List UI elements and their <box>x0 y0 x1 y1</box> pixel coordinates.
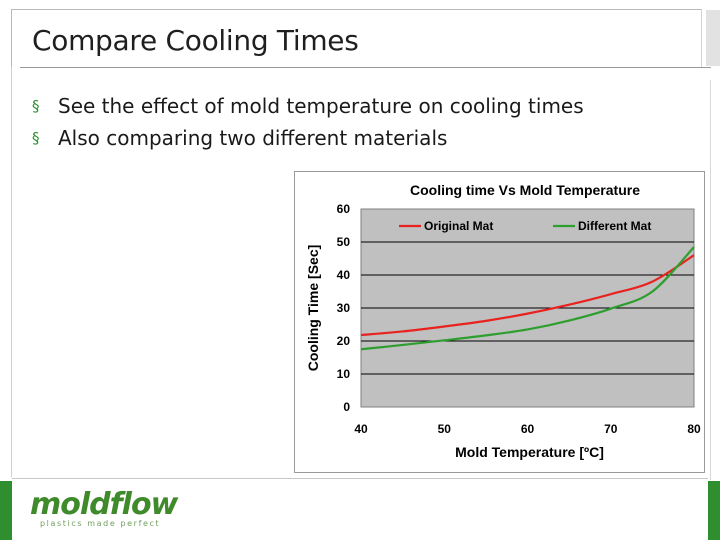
x-tick-label: 60 <box>521 422 535 436</box>
right-divider <box>710 80 711 480</box>
y-tick-label: 40 <box>337 268 351 282</box>
bullet-text: Also comparing two different materials <box>58 126 448 150</box>
x-tick-label: 80 <box>687 422 701 436</box>
y-tick-label: 30 <box>337 301 351 315</box>
y-tick-label: 50 <box>337 235 351 249</box>
bullet-text: See the effect of mold temperature on co… <box>58 94 584 118</box>
y-tick-label: 0 <box>343 400 350 414</box>
slide-title: Compare Cooling Times <box>32 24 359 57</box>
series-line-2 <box>360 246 695 351</box>
x-axis-label: Mold Temperature [ºC] <box>455 444 604 460</box>
left-divider <box>11 67 12 477</box>
bullet-item: § See the effect of mold temperature on … <box>32 90 584 122</box>
bullet-marker-icon: § <box>32 97 40 115</box>
x-tick-label: 70 <box>604 422 618 436</box>
bullet-item: § Also comparing two different materials <box>32 122 584 154</box>
x-tick-label: 50 <box>438 422 452 436</box>
chart-title: Cooling time Vs Mold Temperature <box>410 182 640 198</box>
footer-accent-right <box>708 481 720 540</box>
y-tick-label: 20 <box>337 334 351 348</box>
bullet-list: § See the effect of mold temperature on … <box>32 90 584 154</box>
y-axis-label: Cooling Time [Sec] <box>305 245 321 372</box>
title-frame <box>11 9 711 68</box>
legend-label: Original Mat <box>424 219 493 233</box>
footer-accent-left <box>0 481 12 540</box>
logo-tagline: plastics made perfect <box>40 519 161 528</box>
cooling-time-chart: 0 10 20 30 40 50 60 40 50 60 70 80 Cooling time Vs M… <box>305 182 701 460</box>
y-tick-label: 10 <box>337 367 351 381</box>
chart-container: 0 10 20 30 40 50 60 40 50 60 70 80 Cooling time Vs M… <box>294 171 705 473</box>
x-tick-label: 40 <box>354 422 368 436</box>
decorative-corner <box>706 10 720 66</box>
y-tick-label: 60 <box>337 202 351 216</box>
moldflow-logo: moldflow plastics made perfect <box>30 487 178 529</box>
series-line-1 <box>360 254 695 337</box>
footer-rule <box>12 478 708 479</box>
bullet-marker-icon: § <box>32 129 40 147</box>
legend-label: Different Mat <box>578 219 651 233</box>
logo-wordmark: moldflow <box>30 487 178 522</box>
